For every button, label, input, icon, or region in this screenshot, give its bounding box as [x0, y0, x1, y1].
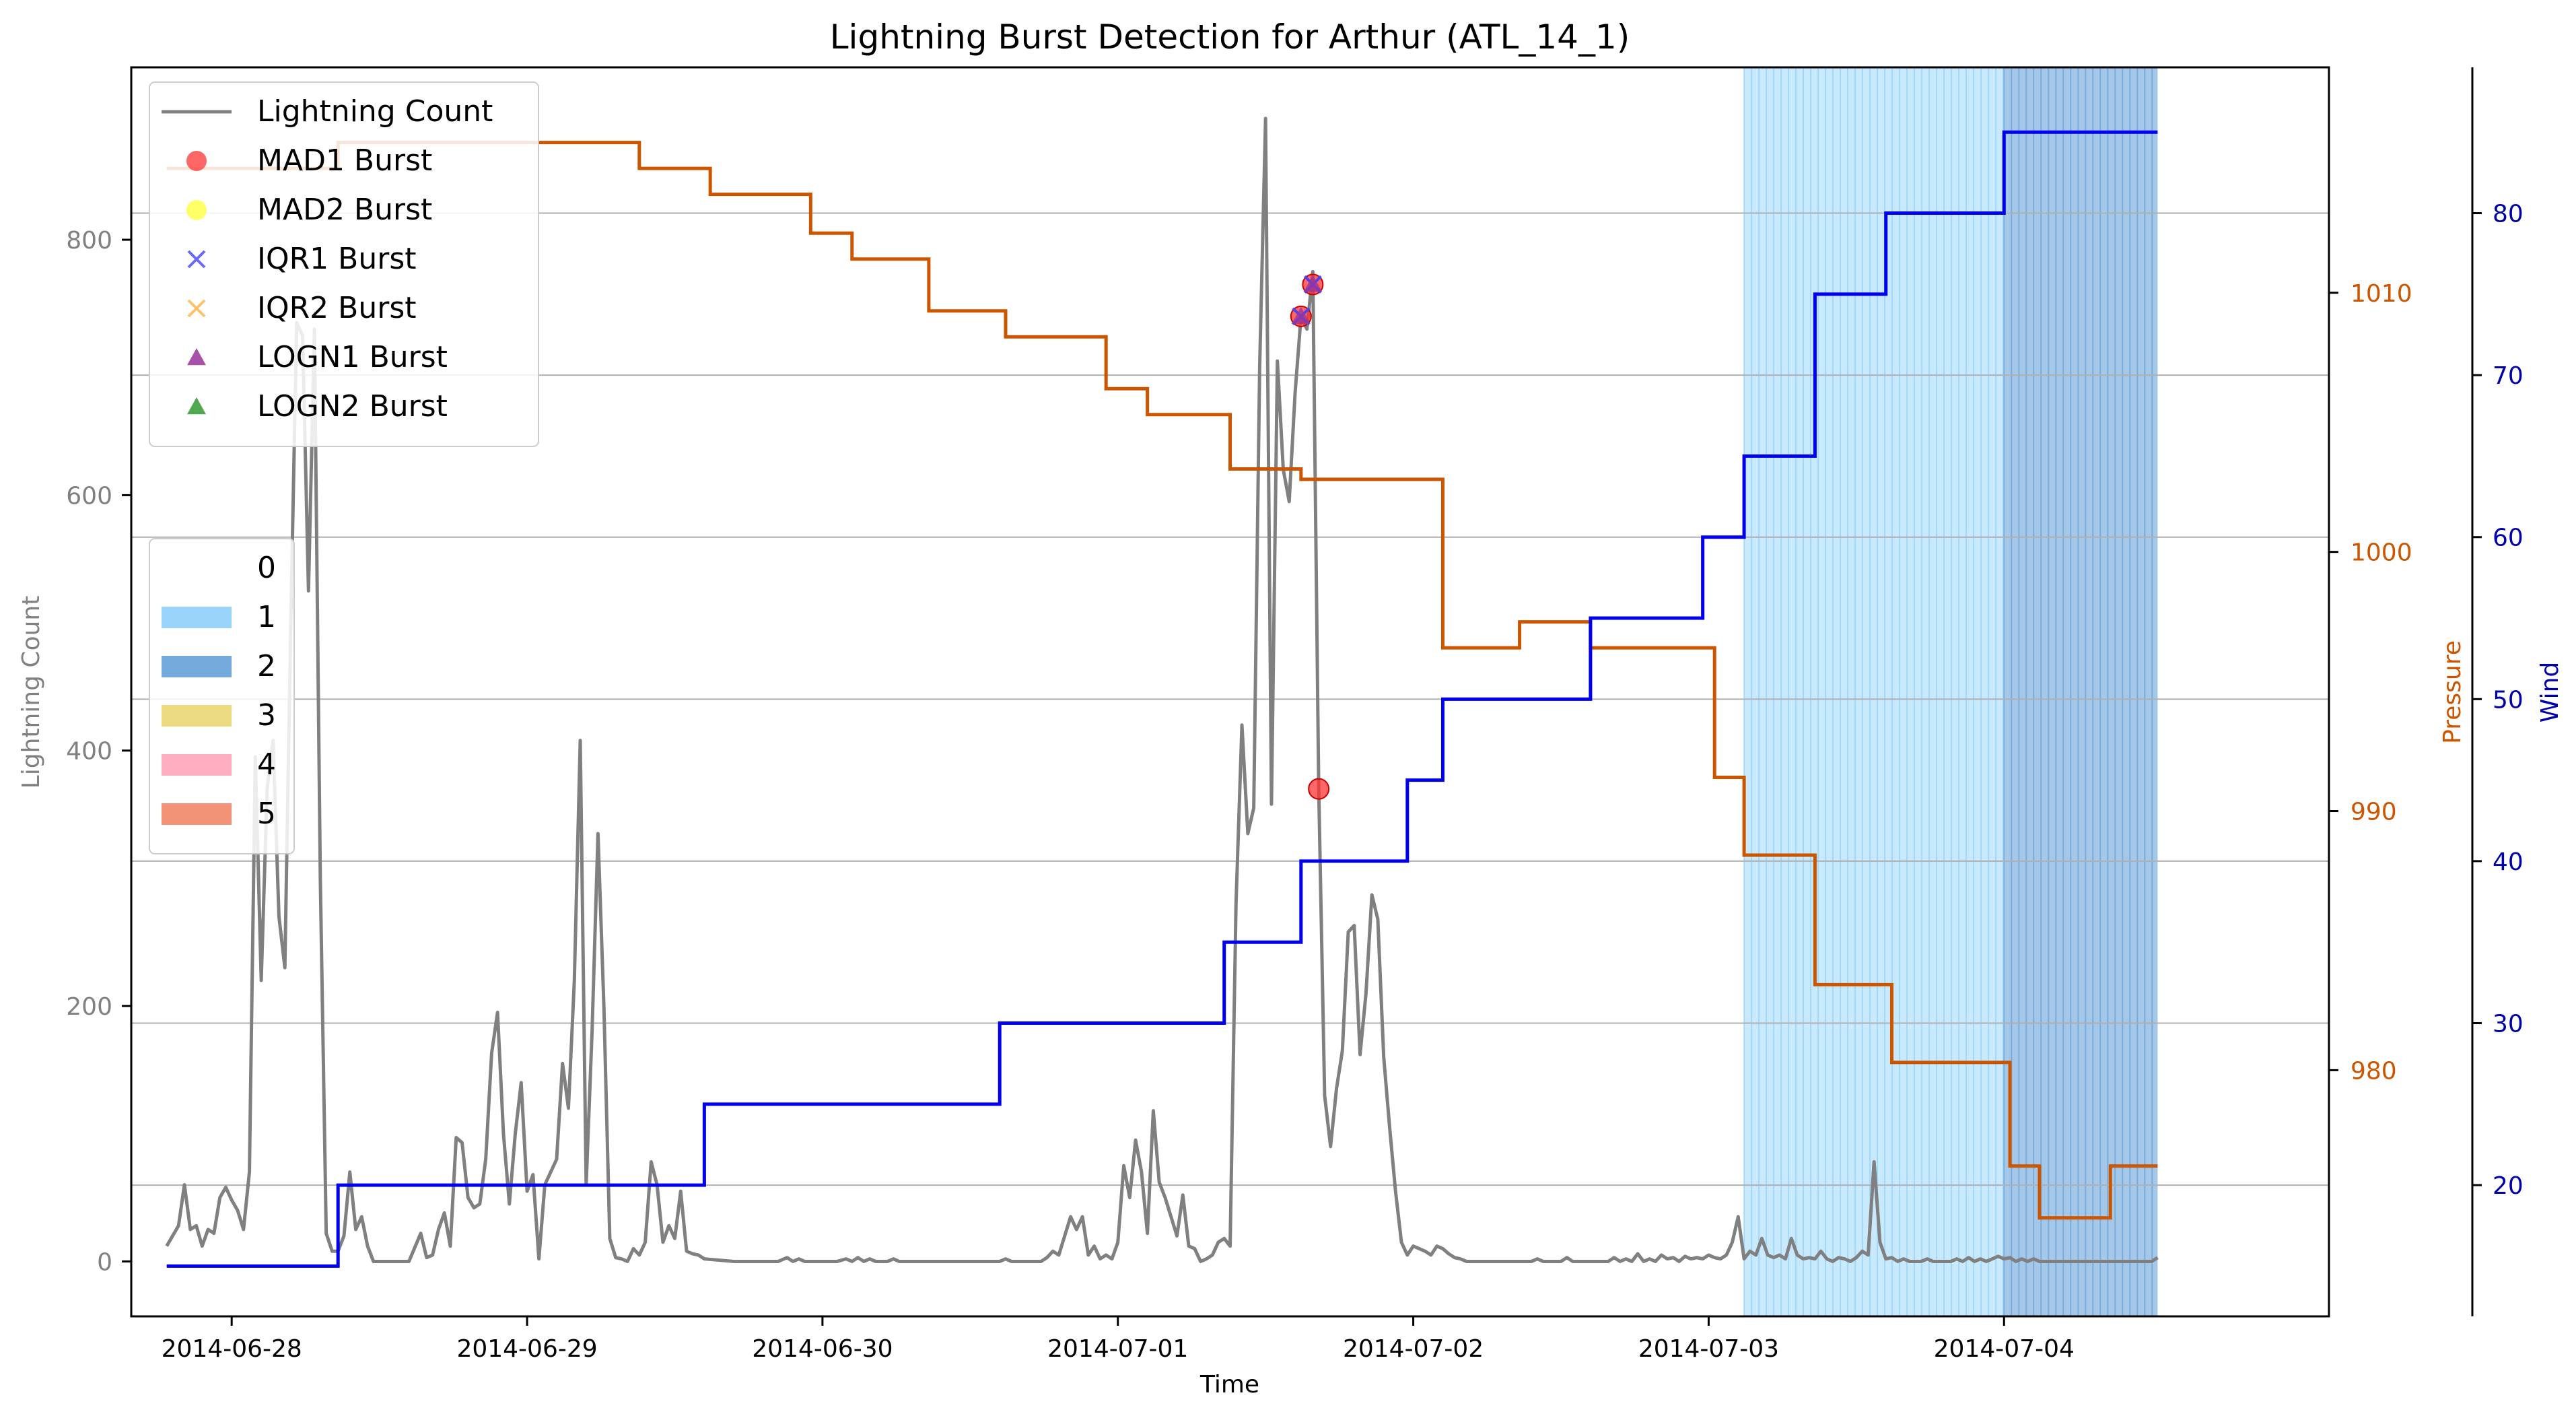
legend-category-label: 2: [257, 649, 276, 683]
y-axis-label-pressure: Pressure: [2439, 640, 2466, 744]
x-axis-label: Time: [1199, 1371, 1259, 1398]
x-tick-label: 2014-06-30: [752, 1335, 893, 1363]
legend-category-label: 0: [257, 551, 276, 585]
legend-category-swatch: [162, 803, 232, 825]
y-wind-tick-label: 50: [2493, 686, 2523, 714]
legend-swatch-triangle: [187, 397, 206, 415]
legend-category-swatch: [162, 607, 232, 628]
legend-category-swatch: [162, 754, 232, 776]
legend-category-label: 1: [257, 600, 276, 634]
y-axis-label-lightning: Lightning Count: [18, 596, 45, 789]
pressure-line: [166, 141, 2158, 1220]
legend-category-label: 3: [257, 698, 276, 733]
legend-swatch-circle: [186, 151, 207, 171]
y-pressure-tick-label: 1010: [2351, 280, 2412, 308]
category-band-1: [1744, 67, 2005, 1316]
y-wind-tick-label: 20: [2493, 1172, 2523, 1200]
axes: 2014-06-28 2014-06-29 2014-06-30 2014-07-01…: [66, 66, 2523, 1363]
y-wind-tick-label: 40: [2493, 848, 2523, 876]
x-tick-label: 2014-07-03: [1638, 1335, 1779, 1363]
category-band-2: [2004, 67, 2158, 1316]
legend-swatch-triangle: [187, 348, 206, 366]
mad1-burst-marker: [1308, 778, 1330, 800]
legend-swatch-x: [187, 299, 206, 318]
legend-series-label: LOGN1 Burst: [257, 340, 448, 374]
legend-category-swatch: [162, 705, 232, 727]
legend-series-label: IQR2 Burst: [257, 291, 417, 325]
legend-series-box: [149, 81, 539, 447]
y-pressure-tick-label: 990: [2351, 799, 2397, 826]
legend-series-label: LOGN2 Burst: [257, 389, 448, 424]
y-pressure-tick-label: 980: [2351, 1057, 2397, 1085]
x-tick-label: 2014-06-29: [456, 1335, 597, 1363]
x-tick-label: 2014-07-01: [1047, 1335, 1188, 1363]
category-bands: [1743, 67, 2158, 1316]
y-left-tick-label: 800: [66, 227, 112, 255]
legend-series-label: IQR1 Burst: [257, 242, 417, 276]
x-tick-label: 2014-07-02: [1343, 1335, 1484, 1363]
legend-categories: 0 1 2 3 4 5: [149, 538, 295, 854]
y-left-tick-label: 600: [66, 482, 112, 510]
y-axis-label-wind: Wind: [2536, 662, 2564, 722]
legend-series: Lightning Count MAD1 Burst MAD2 Burst IQR1 …: [149, 81, 539, 447]
legend-series-label: Lightning Count: [257, 94, 493, 129]
logn1-burst-marker: [1291, 306, 1311, 325]
burst-markers: [1290, 273, 1330, 800]
y-left-tick-label: 400: [66, 738, 112, 766]
plot-frame: [130, 66, 2330, 1318]
x-tick-label: 2014-07-04: [1934, 1335, 2075, 1363]
series-lines: [165, 116, 2159, 1268]
legend-swatch-circle: [186, 200, 207, 220]
x-tick-label: 2014-06-28: [162, 1335, 302, 1363]
y-left-tick-label: 0: [97, 1248, 112, 1276]
y-wind-tick-label: 30: [2493, 1011, 2523, 1038]
legend-series-label: MAD2 Burst: [257, 193, 432, 227]
y-wind-tick-label: 80: [2493, 201, 2523, 228]
legend-category-label: 4: [257, 747, 276, 782]
chart-title: Lightning Burst Detection for Arthur (AT…: [830, 18, 1630, 57]
lightning-count-line: [165, 116, 2159, 1263]
y-left-tick-label: 200: [66, 993, 112, 1021]
legend-series-label: MAD1 Burst: [257, 143, 432, 178]
wind-line: [166, 130, 2158, 1268]
legend-category-swatch: [162, 656, 232, 677]
legend-swatch-x: [187, 250, 206, 269]
y-wind-tick-label: 70: [2493, 362, 2523, 390]
y-wind-tick-label: 60: [2493, 525, 2523, 552]
legend-category-label: 5: [257, 797, 276, 831]
y-pressure-tick-label: 1000: [2351, 539, 2412, 567]
logn1-burst-marker: [1303, 275, 1323, 292]
